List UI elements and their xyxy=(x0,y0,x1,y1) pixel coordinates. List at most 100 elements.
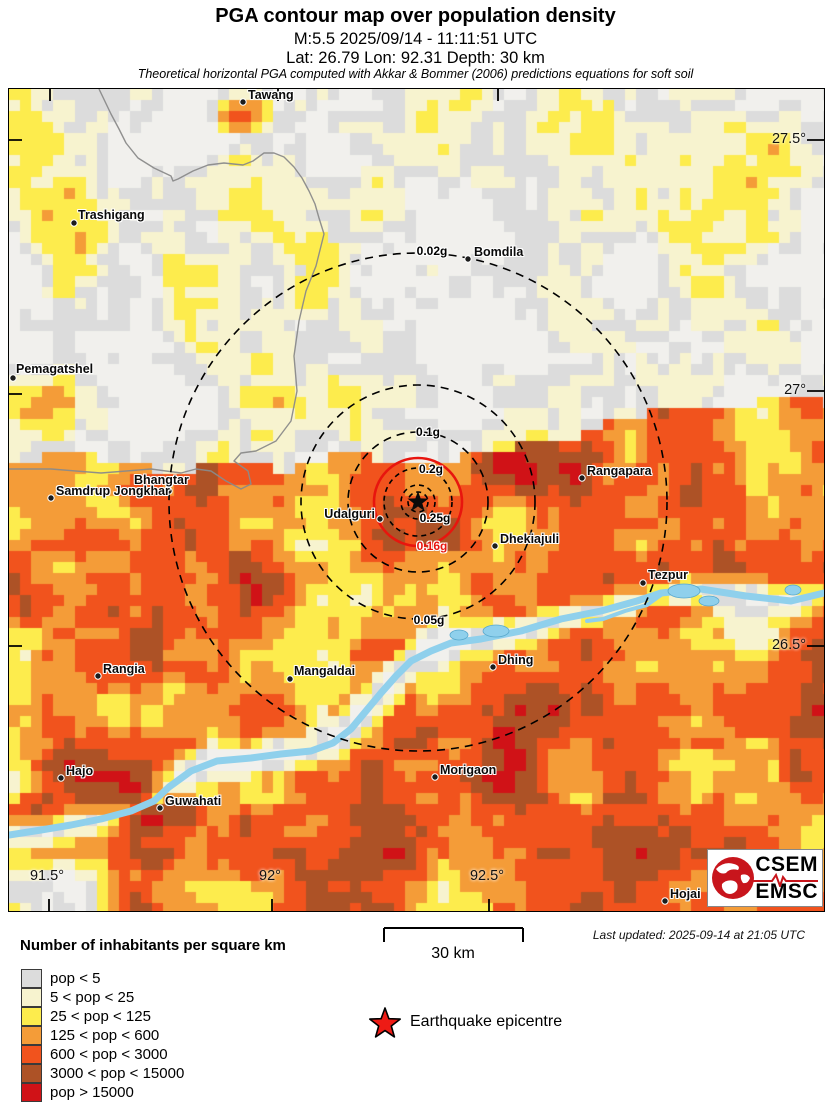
city-label-dhekiajuli: Dhekiajuli xyxy=(500,532,560,546)
method-note: Theoretical horizontal PGA computed with… xyxy=(137,67,694,81)
city-dot-samdrup-jongkhar xyxy=(47,494,55,502)
legend-title: Number of inhabitants per square km xyxy=(20,937,286,954)
legend-row: pop > 15000 xyxy=(21,1083,184,1102)
lake xyxy=(449,629,469,641)
map-canvas-area: CSEM EMSC Tawang Trashigang Bomdila Pemagat… xyxy=(8,88,825,912)
pga-contour-0.2g xyxy=(383,467,453,537)
pga-contour-0.02g xyxy=(168,252,668,752)
city-dot-rangapara xyxy=(578,474,586,482)
epicentre-legend-label: Earthquake epicentre xyxy=(410,1013,563,1030)
river-branch xyxy=(585,593,663,623)
axis-label-lat: 26.5° xyxy=(771,637,806,653)
legend-swatch xyxy=(21,969,42,988)
city-label-samdrup-jongkhar: Samdrup Jongkhar xyxy=(56,484,170,498)
pga-contour-0.25g xyxy=(400,484,436,520)
lake xyxy=(482,624,510,638)
city-label-bhangtar: Bhangtar xyxy=(134,473,189,487)
tick-top xyxy=(49,89,499,101)
contour-label-0.16g: 0.16g xyxy=(416,539,448,553)
legend-label: 25 < pop < 125 xyxy=(50,1008,151,1025)
logo-text-csem: CSEM xyxy=(755,853,818,876)
admin-boundary xyxy=(9,89,325,490)
city-dot-bhangtar xyxy=(165,487,173,495)
city-dot-dhing xyxy=(489,663,497,671)
lake xyxy=(784,584,802,596)
city-dot-dhekiajuli xyxy=(491,542,499,550)
map-overlay xyxy=(9,89,824,911)
pga-contour-red-0.16g xyxy=(372,456,464,548)
city-label-udalguri: Udalguri xyxy=(324,507,375,521)
legend-swatch xyxy=(21,1007,42,1026)
city-dot-hajo xyxy=(57,774,65,782)
csem-emsc-logo: CSEM EMSC xyxy=(707,849,823,907)
city-label-tezpur: Tezpur xyxy=(648,568,689,582)
legend-label: 125 < pop < 600 xyxy=(50,1027,160,1044)
event-magnitude-time: M:5.5 2025/09/14 - 11:11:51 UTC xyxy=(293,30,538,48)
logo-text-emsc: EMSC xyxy=(755,880,818,903)
city-label-rangia: Rangia xyxy=(103,662,145,676)
city-dot-hojai xyxy=(661,897,669,905)
event-location-depth: Lat: 26.79 Lon: 92.31 Depth: 30 km xyxy=(286,49,545,67)
legend-label: 3000 < pop < 15000 xyxy=(50,1065,185,1082)
legend-swatch xyxy=(21,1083,42,1102)
legend-label: pop > 15000 xyxy=(50,1084,134,1101)
legend-label: 600 < pop < 3000 xyxy=(50,1046,168,1063)
legend-row: 5 < pop < 25 xyxy=(21,988,184,1007)
city-label-tawang: Tawang xyxy=(248,88,294,102)
axis-label-lat: 27° xyxy=(784,382,806,398)
emsc-globe-icon xyxy=(712,857,754,899)
river-brahmaputra xyxy=(9,585,824,839)
city-dot-mangaldai xyxy=(286,675,294,683)
contour-label-0.2g: 0.2g xyxy=(418,462,444,476)
epicentre-star-icon xyxy=(369,1007,401,1038)
city-dot-tawang xyxy=(239,98,247,106)
city-label-mangaldai: Mangaldai xyxy=(294,664,356,678)
city-dot-morigaon xyxy=(431,773,439,781)
page-title: PGA contour map over population density xyxy=(215,5,616,27)
city-label-hajo: Hajo xyxy=(66,764,94,778)
legend-label: 5 < pop < 25 xyxy=(50,989,135,1006)
city-dot-udalguri xyxy=(376,515,384,523)
city-dot-rangia xyxy=(94,672,102,680)
pga-contour-0.1g xyxy=(347,431,489,573)
city-label-bomdila: Bomdila xyxy=(474,245,524,259)
population-legend: pop < 5 5 < pop < 25 25 < pop < 125 125 < p… xyxy=(21,969,184,1102)
city-label-rangapara: Rangapara xyxy=(587,464,652,478)
city-label-morigaon: Morigaon xyxy=(440,763,497,777)
legend-swatch xyxy=(21,988,42,1007)
axis-label-lat: 27.5° xyxy=(771,131,806,147)
legend-swatch xyxy=(21,1045,42,1064)
scale-bar-label: 30 km xyxy=(431,945,475,962)
city-label-pemagatshel: Pemagatshel xyxy=(16,362,94,376)
scale-bar xyxy=(383,927,524,942)
city-dot-pemagatshel xyxy=(9,374,17,382)
city-dot-trashigang xyxy=(70,219,78,227)
city-label-hojai: Hojai xyxy=(670,887,701,901)
city-label-trashigang: Trashigang xyxy=(78,208,145,222)
last-updated: Last updated: 2025-09-14 at 21:05 UTC xyxy=(592,928,805,942)
axis-label-lon: 92° xyxy=(259,868,281,884)
contour-label-0.1g: 0.1g xyxy=(415,425,441,439)
city-label-dhing: Dhing xyxy=(498,653,534,667)
contour-label-0.02g: 0.02g xyxy=(416,244,448,258)
lake xyxy=(698,595,720,607)
lake xyxy=(667,583,701,599)
epicentre-star xyxy=(407,491,429,511)
legend-label: pop < 5 xyxy=(50,970,101,987)
legend-swatch xyxy=(21,1064,42,1083)
axis-label-lon: 92.5° xyxy=(469,868,505,884)
contour-label-0.05g: 0.05g xyxy=(413,613,445,627)
pga-contour-0.05g xyxy=(300,384,536,620)
city-dot-bomdila xyxy=(464,255,472,263)
contour-label-0.25g: 0.25g xyxy=(419,511,451,525)
city-dot-tezpur xyxy=(639,579,647,587)
legend-row: 25 < pop < 125 xyxy=(21,1007,184,1026)
legend-row: 125 < pop < 600 xyxy=(21,1026,184,1045)
legend-row: 600 < pop < 3000 xyxy=(21,1045,184,1064)
seismogram-trace-icon xyxy=(750,873,818,887)
tick-left xyxy=(9,139,22,647)
city-label-guwahati: Guwahati xyxy=(165,794,222,808)
legend-row: pop < 5 xyxy=(21,969,184,988)
axis-label-lon: 91.5° xyxy=(29,868,65,884)
